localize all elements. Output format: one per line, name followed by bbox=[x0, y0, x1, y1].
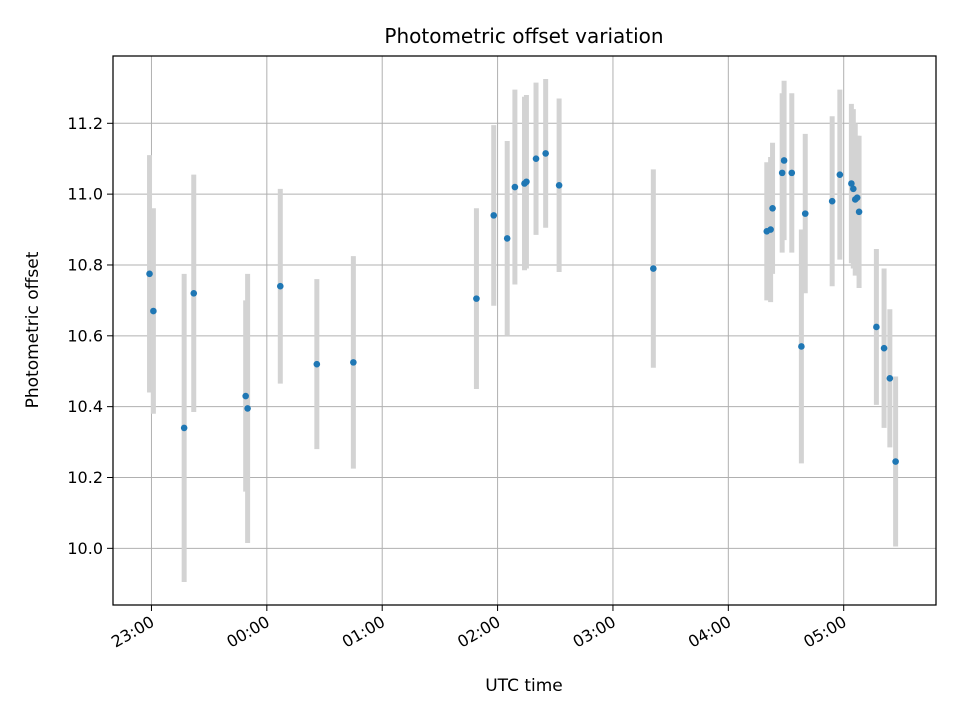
data-points bbox=[146, 150, 899, 465]
x-tick-label: 02:00 bbox=[454, 612, 503, 652]
data-point bbox=[490, 212, 498, 219]
data-point bbox=[855, 208, 863, 216]
data-point bbox=[780, 157, 788, 164]
data-point bbox=[850, 185, 857, 193]
data-point bbox=[350, 359, 357, 366]
data-point bbox=[542, 150, 549, 157]
data-point bbox=[880, 344, 888, 352]
data-point bbox=[836, 171, 844, 178]
y-tick-label: 10.0 bbox=[67, 539, 103, 558]
chart-title: Photometric offset variation bbox=[384, 24, 663, 48]
data-point bbox=[767, 226, 774, 233]
data-point bbox=[828, 197, 836, 205]
x-tick-label: 04:00 bbox=[685, 612, 734, 652]
y-tick-label: 11.0 bbox=[67, 185, 103, 204]
data-point bbox=[798, 343, 805, 350]
data-point bbox=[150, 307, 157, 315]
y-tick-label: 11.2 bbox=[67, 114, 103, 133]
data-point bbox=[778, 169, 786, 177]
x-tick-label: 00:00 bbox=[223, 612, 272, 652]
y-tick-label: 10.8 bbox=[67, 255, 103, 274]
data-point bbox=[848, 180, 855, 187]
data-point bbox=[511, 183, 519, 191]
plot-frame bbox=[112, 55, 937, 606]
data-point bbox=[873, 323, 880, 331]
data-point bbox=[276, 282, 284, 290]
data-point bbox=[242, 392, 249, 400]
y-tick-label: 10.4 bbox=[67, 397, 103, 416]
data-point bbox=[788, 169, 796, 177]
data-point bbox=[650, 265, 657, 272]
data-point bbox=[801, 210, 809, 217]
x-axis-ticks: 23:00 00:00 01:00 02:00 03:00 04:00 05:00 bbox=[108, 605, 850, 652]
data-point bbox=[853, 194, 861, 201]
data-point bbox=[555, 181, 563, 189]
x-tick-label: 05:00 bbox=[800, 612, 849, 652]
data-point bbox=[473, 295, 480, 302]
data-point bbox=[503, 235, 511, 242]
data-point bbox=[523, 178, 530, 186]
y-axis-ticks: 10.0 10.2 10.4 10.6 10.8 11.0 11.2 bbox=[67, 114, 113, 558]
x-axis-label: UTC time bbox=[485, 676, 563, 696]
data-point bbox=[313, 360, 321, 368]
data-point bbox=[180, 424, 188, 432]
data-point bbox=[244, 405, 251, 412]
y-tick-label: 10.6 bbox=[67, 326, 103, 345]
x-tick-label: 03:00 bbox=[570, 612, 619, 652]
x-tick-label: 23:00 bbox=[108, 612, 157, 652]
y-tick-label: 10.2 bbox=[67, 468, 103, 487]
data-point bbox=[892, 458, 899, 465]
error-bars bbox=[147, 79, 899, 582]
data-point bbox=[146, 270, 153, 278]
data-point bbox=[886, 375, 894, 382]
y-axis-label: Photometric offset bbox=[23, 251, 43, 408]
data-point bbox=[769, 205, 776, 212]
x-tick-label: 01:00 bbox=[339, 612, 388, 652]
data-point bbox=[532, 155, 540, 163]
data-point bbox=[190, 290, 198, 297]
